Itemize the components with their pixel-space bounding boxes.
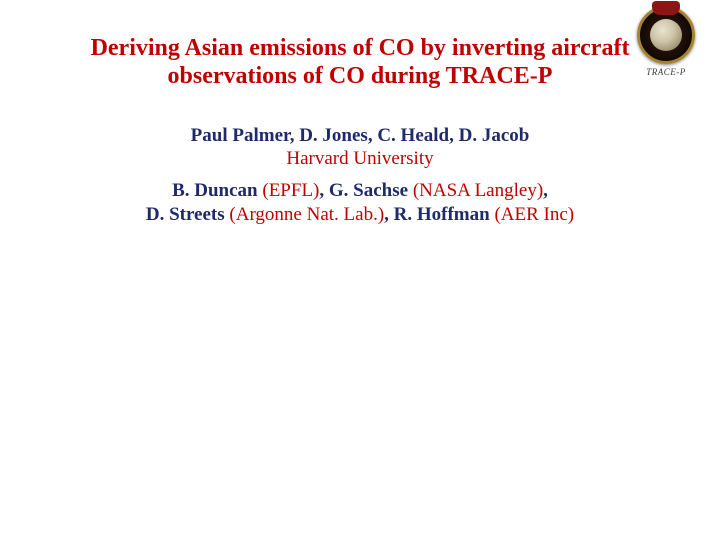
author-name: D. Streets [146,204,225,225]
primary-affiliation: Harvard University [40,147,680,171]
author-affiliation: (NASA Langley) [413,180,543,201]
separator: , [319,180,329,201]
author-name: B. Duncan [172,180,258,201]
author-affiliation: (EPFL) [262,180,319,201]
separator: , [384,204,394,225]
separator: , [543,180,548,201]
authors-block: Paul Palmer, D. Jones, C. Heald, D. Jaco… [40,125,680,227]
logo-badge-icon [637,6,695,64]
author-name: G. Sachse [329,180,408,201]
author-affiliation: (AER Inc) [494,204,574,225]
primary-authors: Paul Palmer, D. Jones, C. Heald, D. Jaco… [40,125,680,148]
logo-caption: TRACE-P [630,67,702,77]
slide: TRACE-P Deriving Asian emissions of CO b… [0,0,720,540]
slide-title: Deriving Asian emissions of CO by invert… [80,28,640,91]
tracep-logo: TRACE-P [630,6,702,77]
secondary-authors: B. Duncan (EPFL), G. Sachse (NASA Langle… [40,179,680,227]
author-name: R. Hoffman [394,204,490,225]
author-affiliation: (Argonne Nat. Lab.) [229,204,384,225]
